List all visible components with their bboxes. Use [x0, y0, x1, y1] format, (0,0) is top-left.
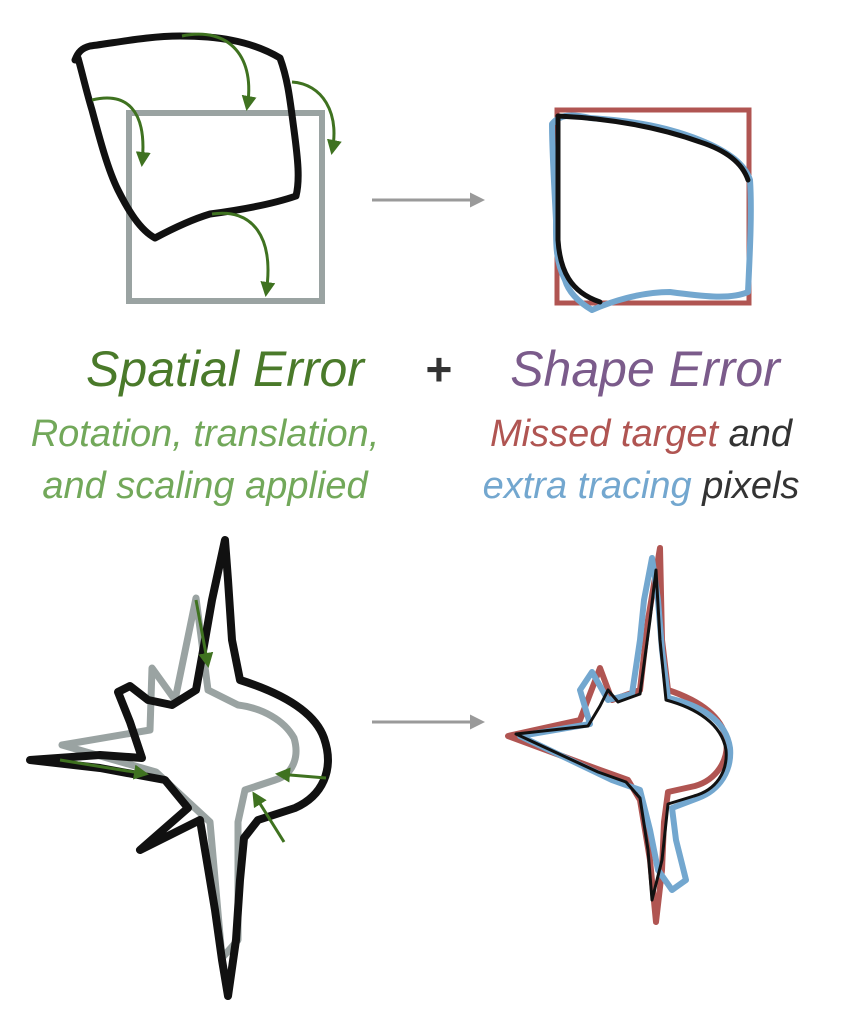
square-shape-panel	[549, 107, 754, 313]
square-missed-target	[554, 107, 752, 306]
star-hand-trace	[26, 536, 332, 1000]
curved-arrow-icon	[291, 80, 342, 155]
extra-tracing-label: extra tracing	[482, 465, 692, 507]
shape-description-line2: extra tracing pixels	[446, 460, 836, 512]
shape-description-line1: Missed target and	[446, 408, 836, 460]
spatial-description-line2: and scaling applied	[42, 465, 368, 507]
and-label: and	[718, 413, 793, 455]
curved-arrow-icon	[181, 32, 257, 111]
spatial-error-title: Spatial Error	[86, 341, 364, 397]
spatial-description-line1: Rotation, translation,	[30, 413, 380, 455]
straight-arrow-icon	[194, 599, 214, 668]
curved-arrow-icon	[91, 96, 151, 167]
star-spatial-panel	[26, 536, 332, 1000]
straight-arrow-icon	[59, 758, 149, 780]
square-hand-trace	[71, 32, 302, 242]
square-spatial-panel	[71, 32, 342, 304]
shape-error-description: Missed target and extra tracing pixels	[446, 408, 836, 512]
star-target-outline	[58, 594, 300, 962]
star-shape-panel	[505, 545, 734, 925]
plus-sign: +	[424, 343, 452, 395]
spatial-error-description: Rotation, translation, and scaling appli…	[10, 408, 400, 512]
square-extra-tracing	[549, 112, 754, 313]
pixels-label: pixels	[691, 465, 800, 507]
shape-error-title: Shape Error	[510, 341, 780, 397]
missed-target-label: Missed target	[489, 413, 719, 455]
star-black-trace	[514, 568, 728, 902]
straight-arrow-icon	[252, 791, 286, 843]
square-black-trace	[555, 113, 751, 183]
curved-arrow-icon	[211, 211, 276, 297]
square-black-trace	[555, 113, 603, 305]
straight-arrow-icon	[275, 767, 327, 783]
